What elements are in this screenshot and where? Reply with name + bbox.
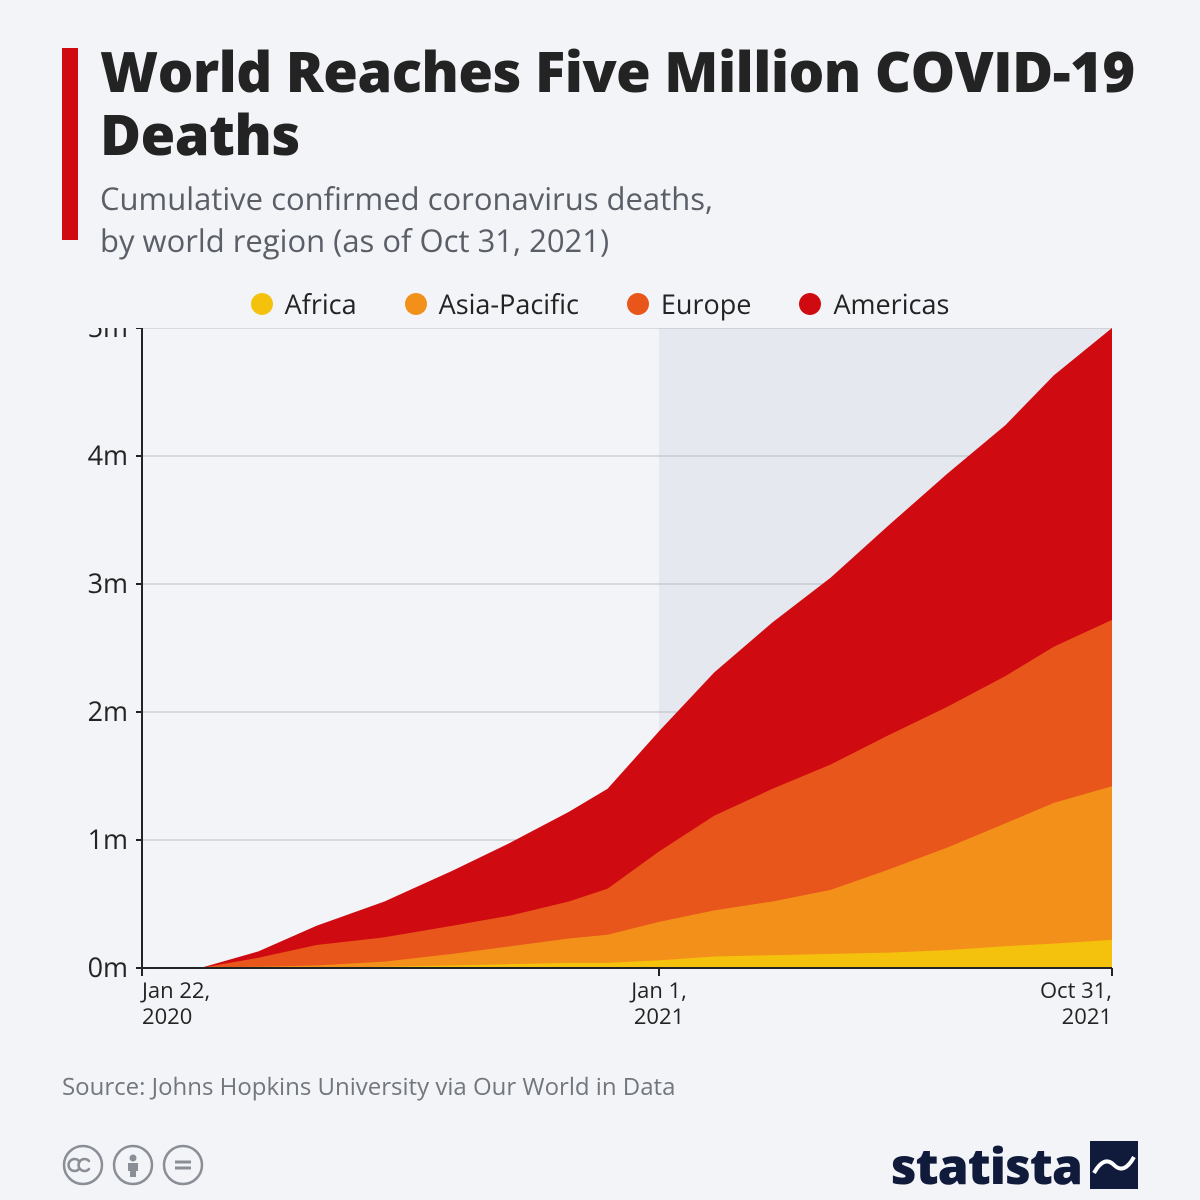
accent-bar <box>62 48 78 240</box>
svg-text:3m: 3m <box>88 564 128 601</box>
legend-label: Asia-Pacific <box>439 285 579 322</box>
statista-logo: statista <box>891 1131 1138 1199</box>
legend: Africa Asia-Pacific Europe Americas <box>62 285 1138 322</box>
legend-label: Americas <box>833 285 949 322</box>
cc-icon <box>62 1144 104 1186</box>
subtitle-line: Cumulative confirmed coronavirus deaths, <box>100 178 713 220</box>
nd-icon <box>162 1144 204 1186</box>
svg-text:2020: 2020 <box>142 1001 192 1031</box>
legend-swatch <box>799 293 821 315</box>
legend-label: Africa <box>285 285 357 322</box>
source-text: Source: Johns Hopkins University via Our… <box>62 1070 1138 1103</box>
legend-item: Africa <box>251 285 357 322</box>
chart-container: 0m1m2m3m4m5mJan 22,2020Jan 1,2021Oct 31,… <box>62 328 1138 1048</box>
svg-text:5m: 5m <box>88 328 128 345</box>
legend-item: Asia-Pacific <box>405 285 579 322</box>
svg-text:1m: 1m <box>88 820 128 857</box>
svg-text:2021: 2021 <box>634 1001 684 1031</box>
svg-text:0m: 0m <box>88 948 128 985</box>
legend-item: Americas <box>799 285 949 322</box>
chart-subtitle: Cumulative confirmed coronavirus deaths,… <box>100 179 1138 263</box>
legend-swatch <box>405 293 427 315</box>
by-icon <box>112 1144 154 1186</box>
svg-text:4m: 4m <box>88 436 128 473</box>
svg-text:2m: 2m <box>88 692 128 729</box>
legend-label: Europe <box>661 285 752 322</box>
footer: statista <box>62 1131 1138 1199</box>
statista-wave-icon <box>1090 1141 1138 1189</box>
cc-license-icons <box>62 1144 204 1186</box>
title-block: World Reaches Five Million COVID-19 Deat… <box>100 48 1138 263</box>
legend-swatch <box>251 293 273 315</box>
svg-text:2021: 2021 <box>1062 1001 1112 1031</box>
stacked-area-chart: 0m1m2m3m4m5mJan 22,2020Jan 1,2021Oct 31,… <box>62 328 1138 1048</box>
subtitle-line: by world region (as of Oct 31, 2021) <box>100 220 609 262</box>
legend-swatch <box>627 293 649 315</box>
header: World Reaches Five Million COVID-19 Deat… <box>62 48 1138 263</box>
legend-item: Europe <box>627 285 752 322</box>
chart-title: World Reaches Five Million COVID-19 Deat… <box>100 40 1138 165</box>
brand-text: statista <box>891 1131 1082 1199</box>
